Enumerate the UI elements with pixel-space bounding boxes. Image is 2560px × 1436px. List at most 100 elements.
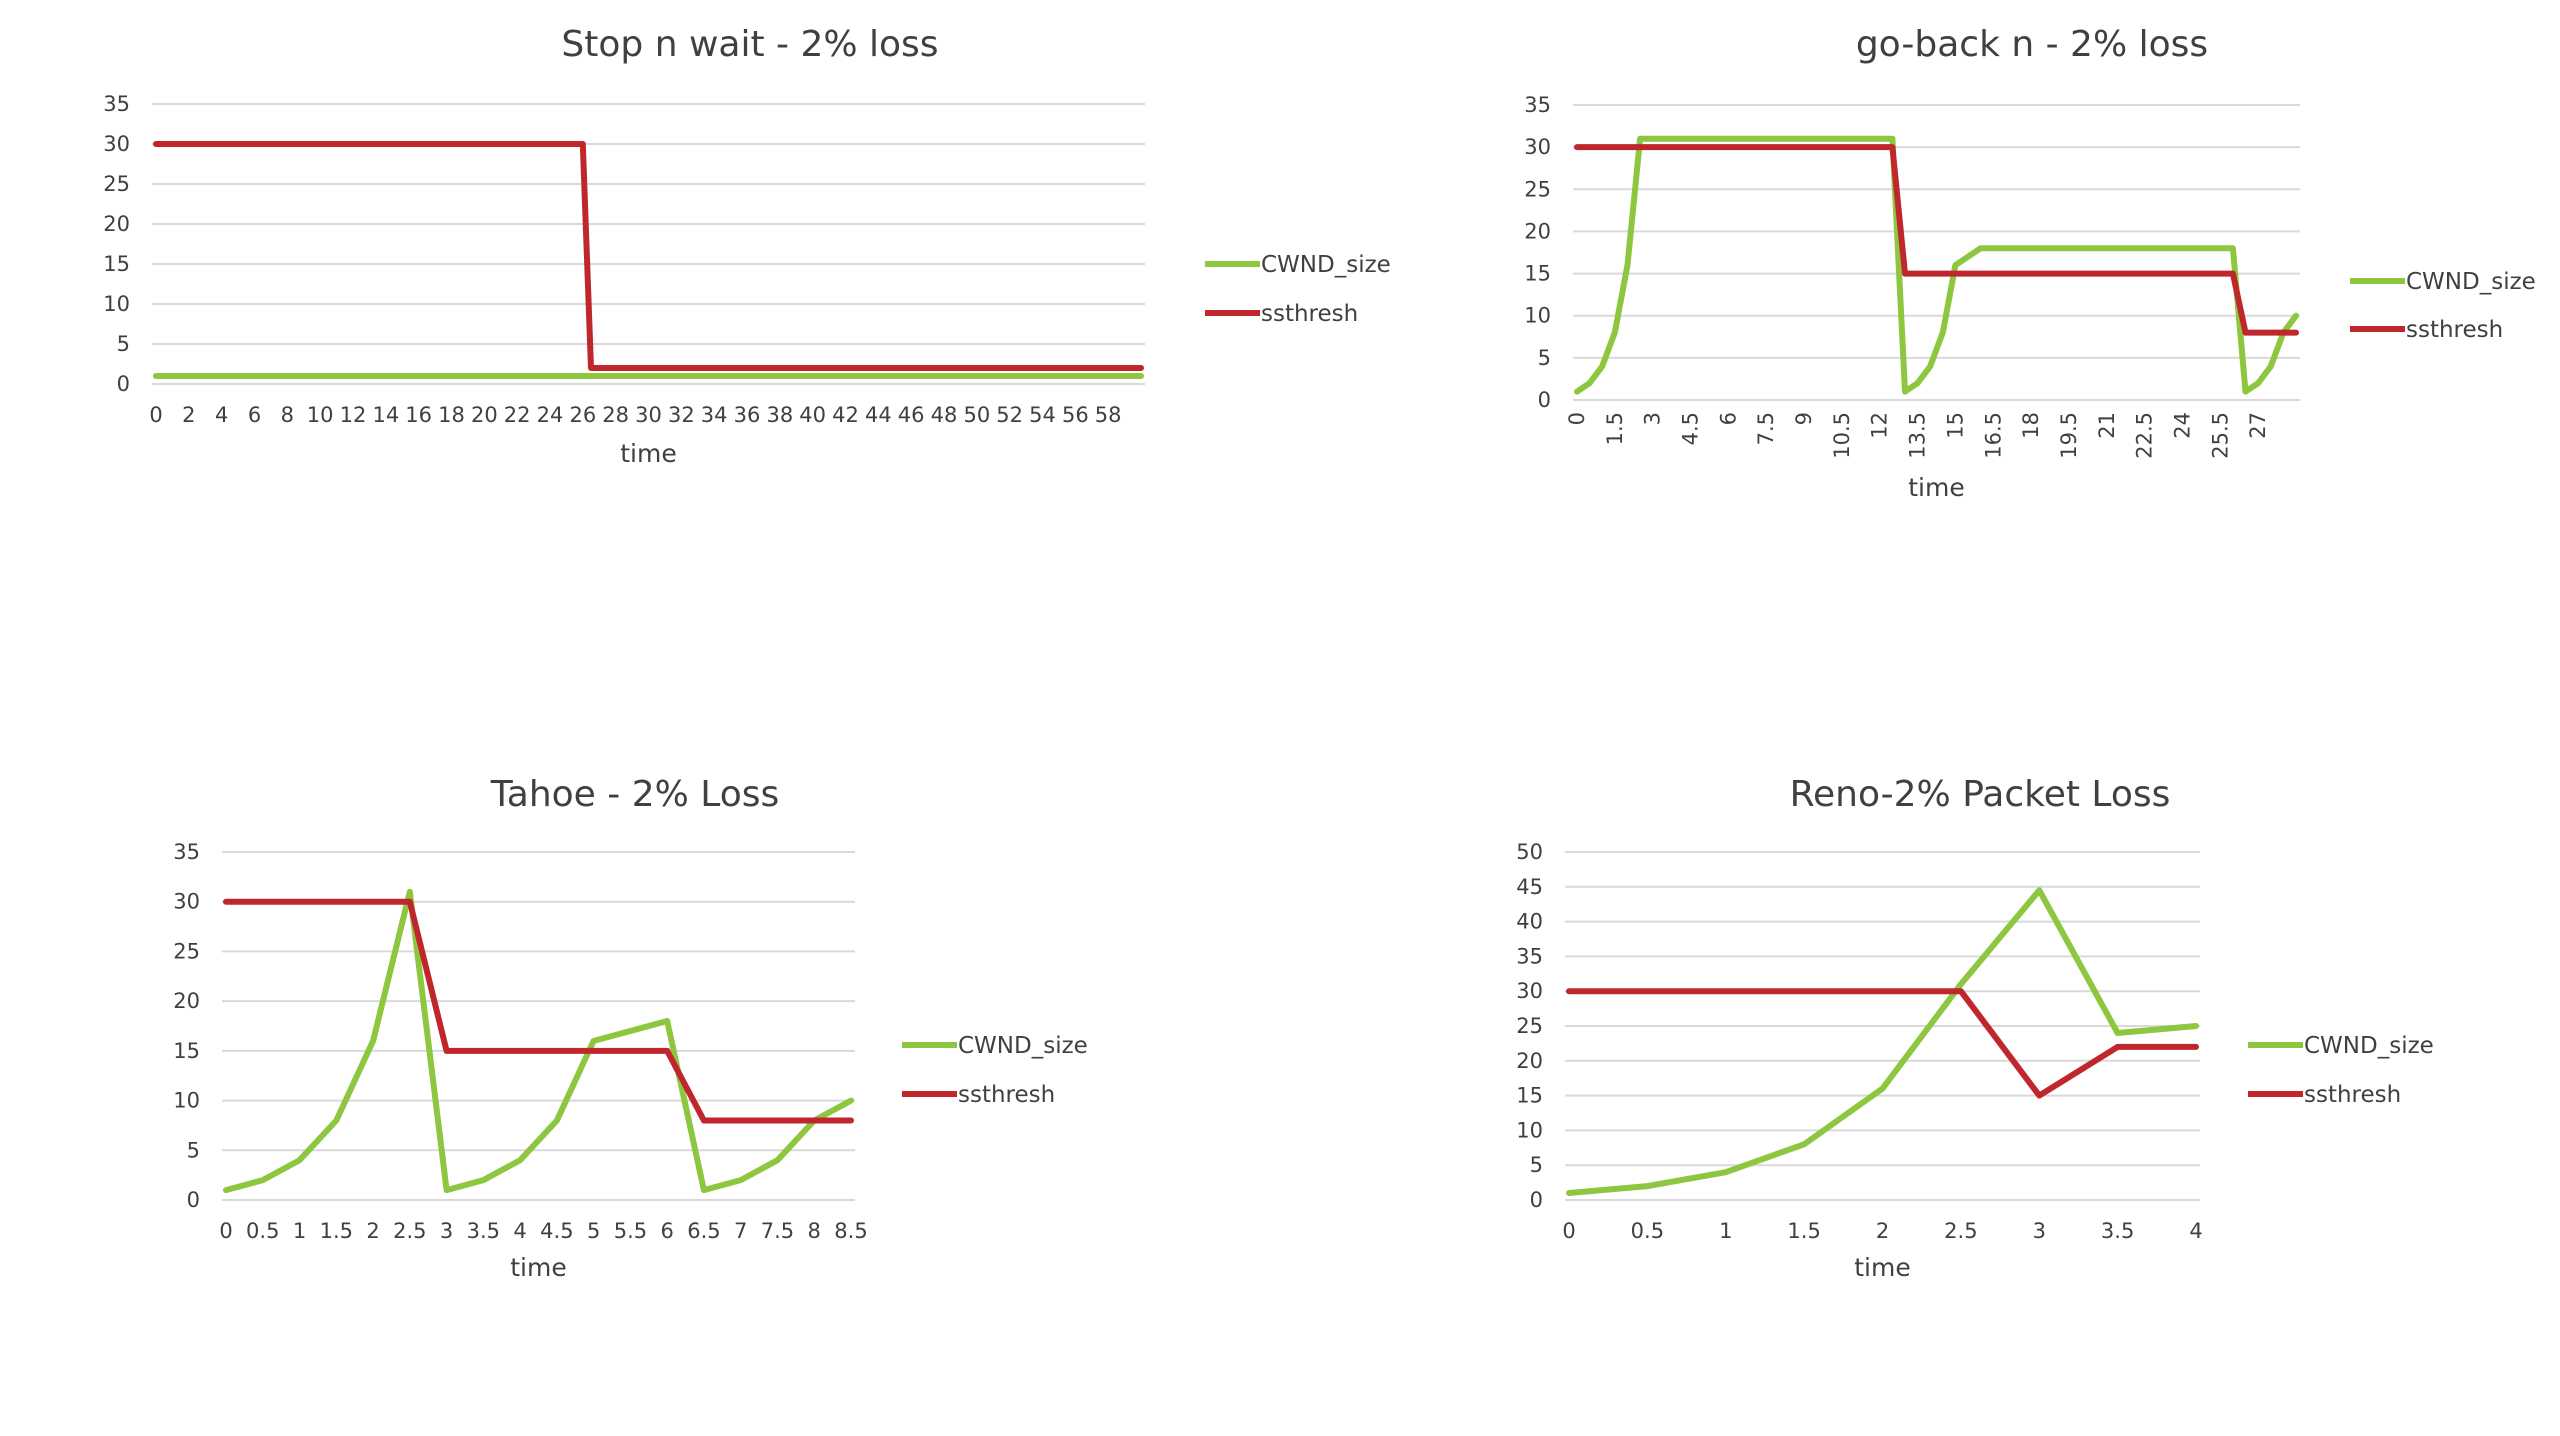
x-tick-label: 0 bbox=[1562, 1219, 1575, 1243]
y-tick-label: 5 bbox=[1538, 346, 1551, 370]
x-tick-label: 15 bbox=[1943, 412, 1967, 439]
y-tick-label: 15 bbox=[173, 1039, 200, 1063]
x-tick-label: 3 bbox=[2033, 1219, 2046, 1243]
x-tick-label: 2 bbox=[182, 403, 195, 427]
x-tick-label: 2.5 bbox=[393, 1219, 426, 1243]
x-tick-label: 25.5 bbox=[2208, 412, 2232, 459]
y-tick-label: 30 bbox=[173, 890, 200, 914]
y-tick-label: 20 bbox=[1524, 219, 1551, 243]
legend-label: CWND_size bbox=[2304, 1033, 2434, 1059]
x-tick-label: 21 bbox=[2095, 412, 2119, 439]
y-tick-label: 30 bbox=[1516, 979, 1543, 1003]
y-tick-label: 0 bbox=[1538, 388, 1551, 412]
x-tick-label: 4 bbox=[215, 403, 228, 427]
series-line-ssthresh bbox=[1566, 988, 2199, 1099]
x-tick-label: 52 bbox=[996, 403, 1023, 427]
chart-4: Reno-2% Packet Loss051015202530354045500… bbox=[1516, 774, 2434, 1282]
x-tick-label: 22 bbox=[504, 403, 531, 427]
x-tick-label: 16.5 bbox=[1981, 412, 2005, 459]
x-tick-label: 3 bbox=[1641, 412, 1665, 425]
y-tick-label: 20 bbox=[1516, 1049, 1543, 1073]
x-tick-label: 2 bbox=[366, 1219, 379, 1243]
y-tick-label: 5 bbox=[187, 1138, 200, 1162]
x-tick-label: 7.5 bbox=[1754, 412, 1778, 445]
y-tick-label: 5 bbox=[117, 332, 130, 356]
legend-label: CWND_size bbox=[958, 1033, 1088, 1059]
x-tick-label: 13.5 bbox=[1906, 412, 1930, 459]
y-tick-label: 30 bbox=[103, 132, 130, 156]
y-tick-label: 25 bbox=[1516, 1014, 1543, 1038]
y-tick-label: 5 bbox=[1530, 1153, 1543, 1177]
series-line-ssthresh bbox=[153, 141, 1144, 371]
x-tick-label: 40 bbox=[799, 403, 826, 427]
x-tick-label: 2 bbox=[1876, 1219, 1889, 1243]
x-tick-label: 10 bbox=[307, 403, 334, 427]
legend-label: CWND_size bbox=[2406, 269, 2536, 295]
x-tick-label: 18 bbox=[438, 403, 465, 427]
y-tick-label: 35 bbox=[1524, 93, 1551, 117]
legend-label: ssthresh bbox=[2406, 317, 2503, 343]
x-tick-label: 0.5 bbox=[1631, 1219, 1664, 1243]
x-tick-label: 4.5 bbox=[1679, 412, 1703, 445]
series-line-cwnd-size bbox=[223, 888, 854, 1194]
x-tick-label: 6 bbox=[660, 1219, 673, 1243]
x-tick-label: 20 bbox=[471, 403, 498, 427]
series-line-cwnd-size bbox=[1574, 135, 2299, 395]
x-tick-label: 8.5 bbox=[834, 1219, 867, 1243]
x-tick-label: 28 bbox=[602, 403, 629, 427]
chart-2: go-back n - 2% loss 0 5 10 15 20 25 30 35 0 1.5 3 4.… bbox=[1524, 24, 2536, 502]
x-tick-label: 1 bbox=[1719, 1219, 1732, 1243]
x-tick-label: 19.5 bbox=[2057, 412, 2081, 459]
x-tick-label: 10.5 bbox=[1830, 412, 1854, 459]
chart-title: Stop n wait - 2% loss bbox=[561, 24, 938, 65]
x-tick-label: 46 bbox=[898, 403, 925, 427]
y-tick-label: 30 bbox=[1524, 135, 1551, 159]
x-tick-label: 8 bbox=[281, 403, 294, 427]
y-tick-label: 50 bbox=[1516, 840, 1543, 864]
x-tick-label: 1.5 bbox=[1787, 1219, 1820, 1243]
y-tick-label: 10 bbox=[103, 292, 130, 316]
x-tick-label: 24 bbox=[537, 403, 564, 427]
x-tick-label: 27 bbox=[2246, 412, 2270, 439]
series-line-cwnd-size bbox=[1566, 887, 2199, 1196]
x-tick-label: 7 bbox=[734, 1219, 747, 1243]
x-tick-label: 24 bbox=[2170, 412, 2194, 439]
x-tick-label: 22.5 bbox=[2133, 412, 2157, 459]
x-tick-label: 0 bbox=[1565, 412, 1589, 425]
x-tick-label: 18 bbox=[2019, 412, 2043, 439]
x-tick-label: 38 bbox=[766, 403, 793, 427]
x-tick-label: 56 bbox=[1062, 403, 1089, 427]
x-axis-title: time bbox=[1908, 473, 1964, 502]
y-tick-label: 35 bbox=[173, 840, 200, 864]
y-tick-label: 10 bbox=[173, 1089, 200, 1113]
x-tick-label: 36 bbox=[734, 403, 761, 427]
x-tick-label: 3.5 bbox=[2101, 1219, 2134, 1243]
y-tick-label: 35 bbox=[1516, 944, 1543, 968]
x-tick-label: 30 bbox=[635, 403, 662, 427]
x-tick-label: 0 bbox=[149, 403, 162, 427]
x-tick-label: 50 bbox=[963, 403, 990, 427]
x-tick-label: 26 bbox=[569, 403, 596, 427]
y-tick-label: 0 bbox=[187, 1188, 200, 1212]
legend-label: CWND_size bbox=[1261, 252, 1391, 278]
y-tick-label: 10 bbox=[1516, 1118, 1543, 1142]
chart-title: Tahoe - 2% Loss bbox=[490, 774, 779, 815]
x-tick-label: 7.5 bbox=[761, 1219, 794, 1243]
x-tick-label: 48 bbox=[931, 403, 958, 427]
y-tick-label: 20 bbox=[103, 212, 130, 236]
x-tick-label: 58 bbox=[1095, 403, 1122, 427]
x-tick-label: 1.5 bbox=[1603, 412, 1627, 445]
x-tick-label: 16 bbox=[405, 403, 432, 427]
series-line-ssthresh bbox=[1574, 144, 2299, 336]
x-tick-label: 5.5 bbox=[614, 1219, 647, 1243]
x-tick-label: 2.5 bbox=[1944, 1219, 1977, 1243]
chart-title: Reno-2% Packet Loss bbox=[1790, 774, 2171, 815]
x-tick-label: 6 bbox=[1716, 412, 1740, 425]
y-tick-label: 20 bbox=[173, 989, 200, 1013]
x-tick-label: 8 bbox=[808, 1219, 821, 1243]
y-tick-label: 25 bbox=[173, 939, 200, 963]
y-tick-label: 25 bbox=[1524, 177, 1551, 201]
x-tick-label: 6.5 bbox=[687, 1219, 720, 1243]
